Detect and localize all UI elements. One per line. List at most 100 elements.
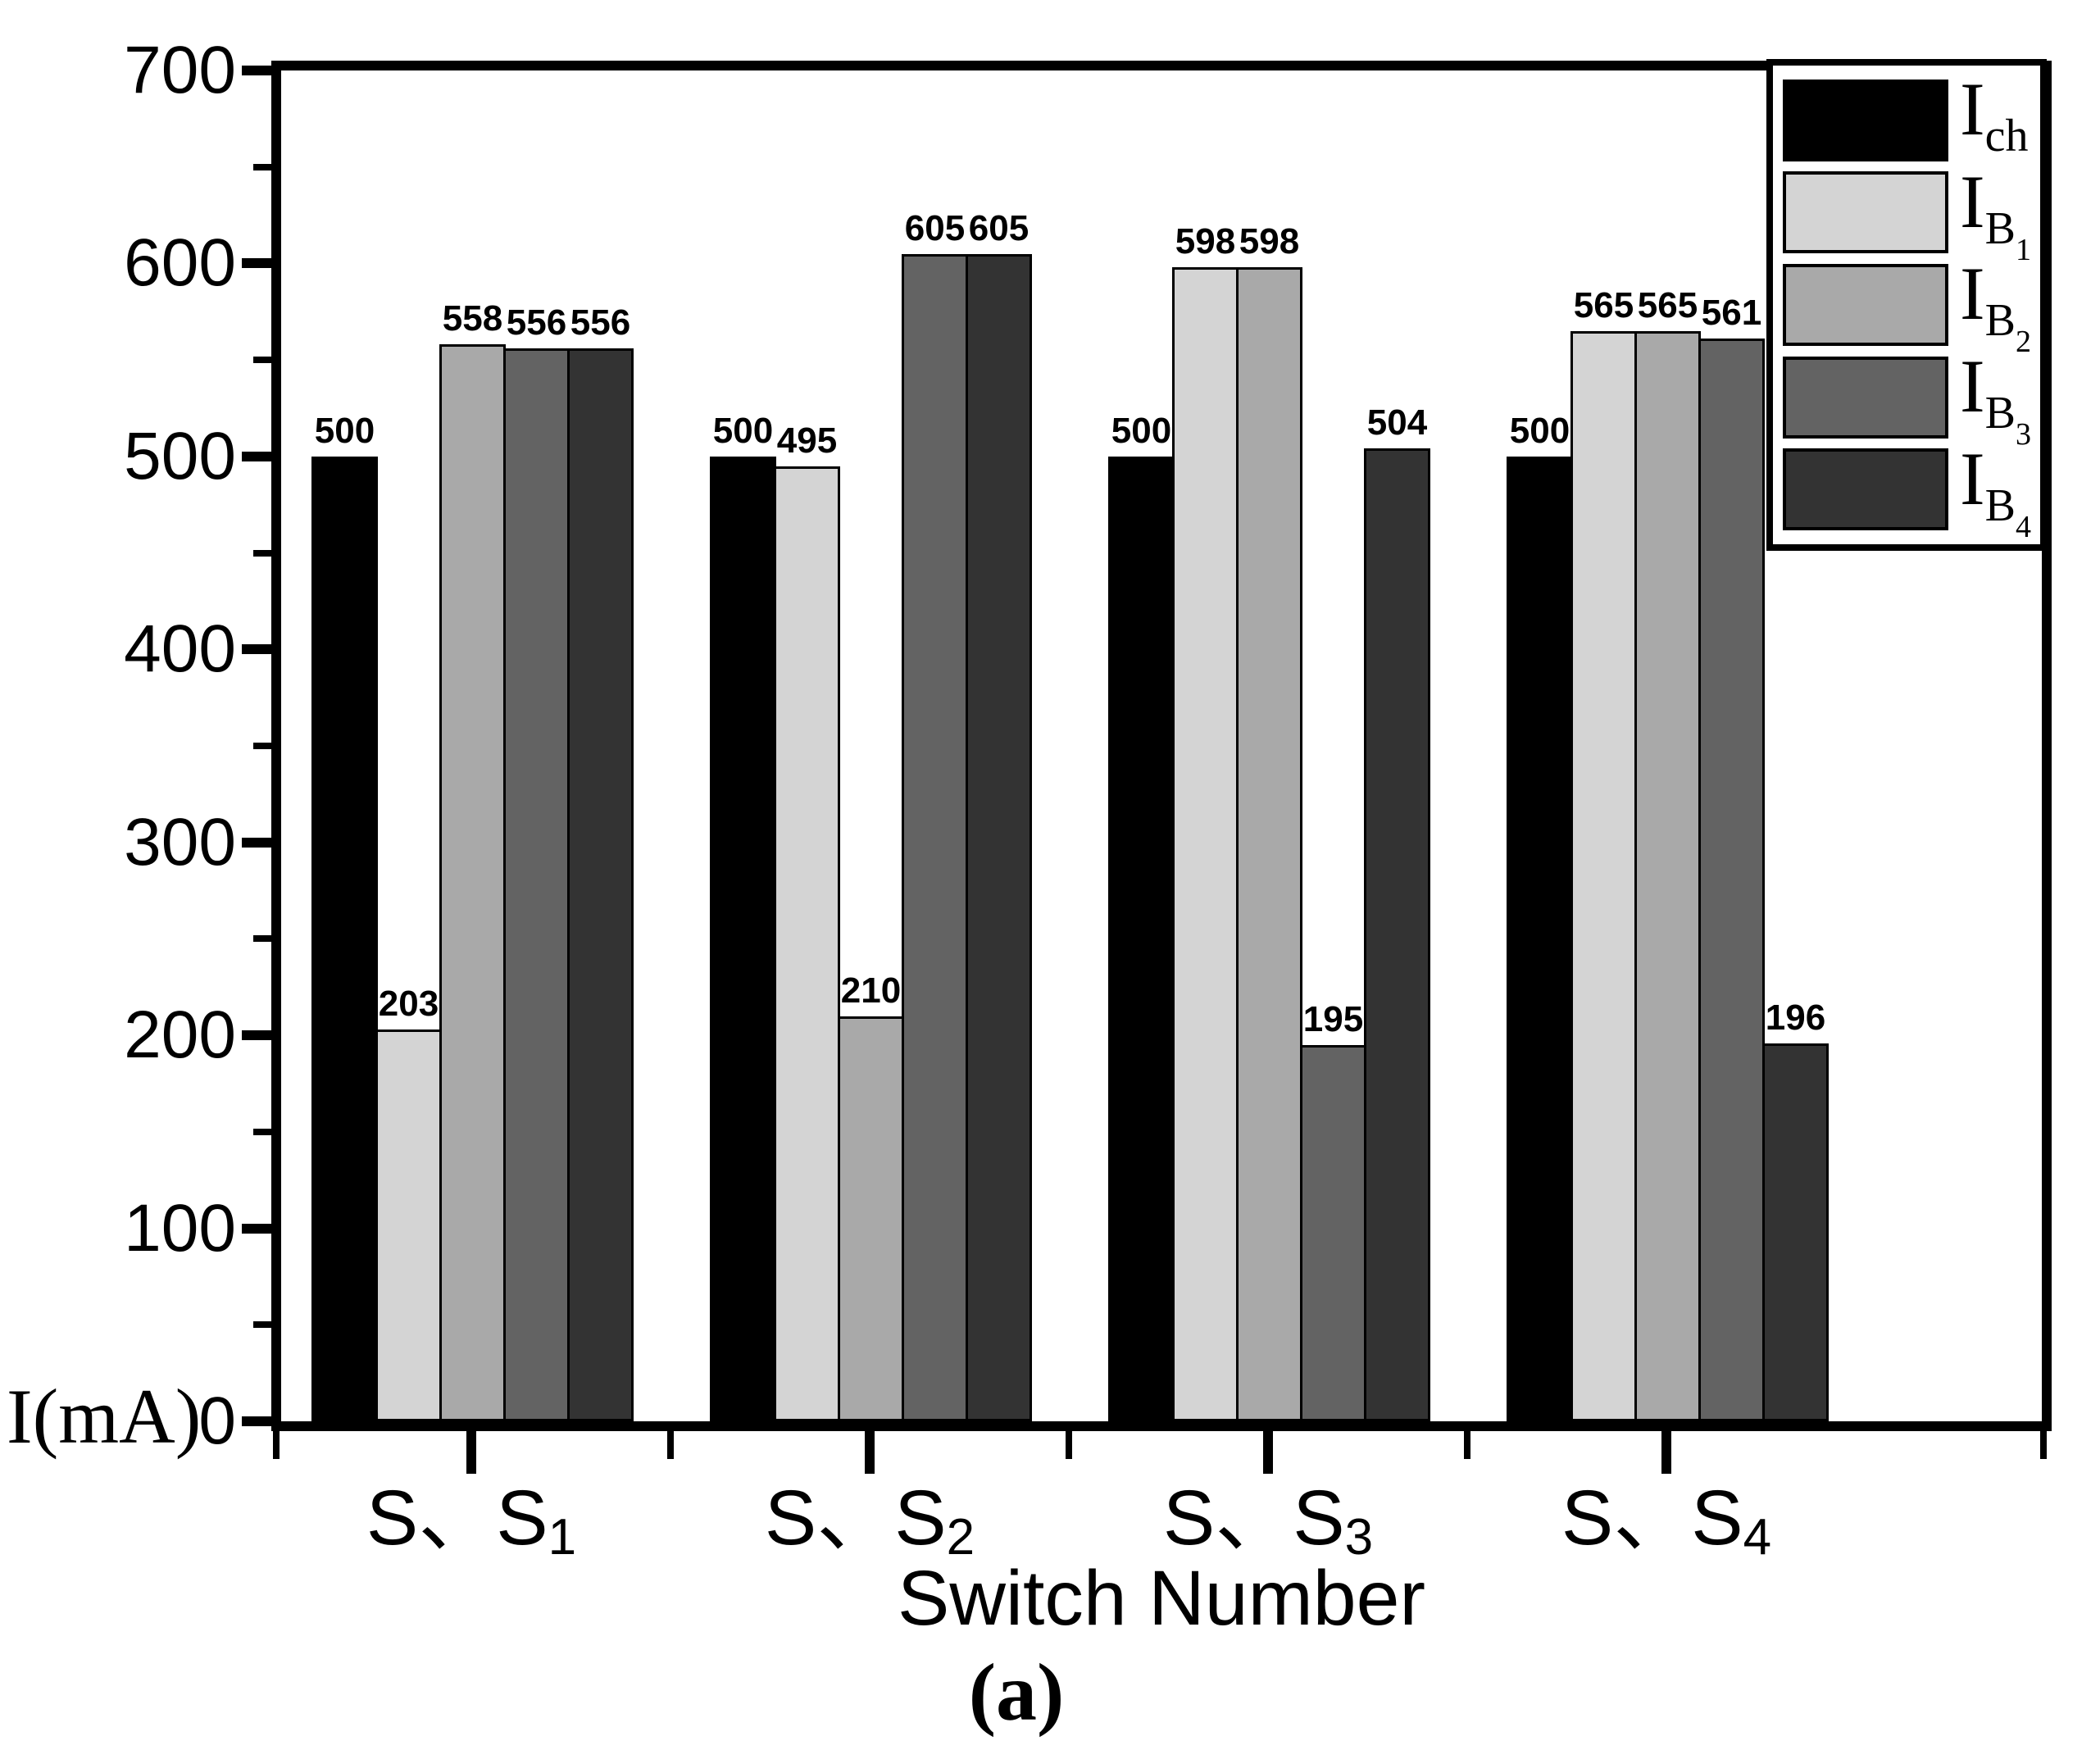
- x-major-tick: [1661, 1431, 1671, 1474]
- legend-label-subscript: B: [1984, 480, 2016, 531]
- legend-label-IB3: IB3: [1960, 344, 2031, 452]
- bar-IB3-group4: [1698, 339, 1765, 1421]
- bar-IB2-group2: [838, 1016, 904, 1421]
- category-label-subscript: 1: [548, 1509, 577, 1566]
- category-label-subscript: 3: [1344, 1509, 1374, 1566]
- category-label-main: S、S: [764, 1475, 947, 1561]
- y-axis-title: I(mA): [7, 1373, 202, 1460]
- bar-value-label: 495: [776, 420, 838, 461]
- y-tick-label: 700: [124, 33, 236, 107]
- y-minor-tick: [253, 1128, 271, 1135]
- bar-Ich-group3: [1108, 456, 1175, 1421]
- y-tick-label: 200: [124, 998, 236, 1073]
- x-major-tick: [865, 1431, 875, 1474]
- y-tick-label: 100: [124, 1190, 236, 1266]
- bar-IB4-group3: [1364, 448, 1430, 1421]
- category-label-main: S、S: [366, 1475, 548, 1561]
- y-minor-tick: [253, 1321, 271, 1329]
- bar-value-label: 504: [1366, 402, 1428, 443]
- x-minor-tick: [273, 1431, 280, 1459]
- y-minor-tick: [253, 549, 271, 557]
- bar-value-label: 605: [904, 207, 966, 248]
- legend-label-base: I: [1960, 67, 1985, 152]
- bar-value-label: 565: [1637, 284, 1698, 325]
- legend-label-IB4: IB4: [1960, 438, 2031, 544]
- bar-value-label: 556: [570, 302, 631, 343]
- legend-label-subscript: ch: [1984, 111, 2029, 162]
- y-minor-tick: [253, 163, 271, 170]
- legend-label-subsubscript: 3: [2016, 417, 2031, 452]
- bar-IB1-group2: [774, 466, 840, 1421]
- y-major-tick: [242, 1223, 271, 1234]
- x-minor-tick: [667, 1431, 674, 1459]
- bar-value-label: 500: [1111, 410, 1172, 451]
- legend-row-Ich: Ich: [1773, 68, 2040, 163]
- bar-value-label: 558: [442, 298, 503, 339]
- bar-value-label: 210: [840, 970, 902, 1011]
- x-major-tick: [1263, 1431, 1273, 1474]
- category-label-subscript: 2: [946, 1509, 975, 1566]
- legend-swatch-Ich: [1783, 79, 1948, 161]
- y-major-tick: [242, 837, 271, 848]
- legend-label-Ich: Ich: [1960, 68, 2029, 172]
- bar-value-label: 500: [1509, 410, 1570, 451]
- category-label: S、S1: [272, 1469, 670, 1587]
- legend: Ich IB1 IB2 IB3 IB4: [1766, 59, 2047, 551]
- bar-Ich-group2: [710, 456, 776, 1421]
- legend-label-IB1: IB1: [1960, 159, 2031, 267]
- x-axis-title: Switch Number: [897, 1555, 1426, 1642]
- legend-label-base: I: [1960, 252, 1985, 336]
- x-minor-tick: [1464, 1431, 1470, 1459]
- legend-label-base: I: [1960, 159, 1985, 243]
- bar-IB1-group3: [1172, 267, 1239, 1421]
- category-label-main: S、S: [1561, 1475, 1743, 1561]
- y-tick-label: 500: [124, 418, 236, 493]
- x-major-tick: [466, 1431, 476, 1474]
- y-minor-tick: [253, 935, 271, 943]
- bar-value-label: 565: [1573, 284, 1634, 325]
- legend-swatch-IB4: [1783, 448, 1948, 531]
- bar-value-label: 561: [1701, 293, 1762, 334]
- legend-row-IB4: IB4: [1773, 438, 2040, 544]
- category-label: S、S3: [1069, 1469, 1467, 1587]
- category-label-main: S、S: [1162, 1475, 1345, 1561]
- y-major-tick: [242, 66, 271, 75]
- x-minor-tick: [2040, 1431, 2047, 1459]
- y-major-tick: [242, 644, 271, 655]
- legend-label-subsubscript: 2: [2016, 325, 2031, 360]
- category-label-subscript: 4: [1743, 1509, 1772, 1566]
- legend-row-IB1: IB1: [1773, 161, 2040, 267]
- bar-value-label: 556: [506, 302, 567, 343]
- legend-swatch-IB3: [1783, 356, 1948, 439]
- bar-Ich-group1: [311, 456, 378, 1421]
- bar-IB2-group3: [1236, 267, 1302, 1421]
- legend-swatch-IB1: [1783, 171, 1948, 254]
- legend-row-IB2: IB2: [1773, 252, 2040, 359]
- category-label: S、S2: [670, 1469, 1069, 1587]
- y-major-tick: [242, 1030, 271, 1041]
- bar-IB4-group1: [567, 348, 634, 1421]
- legend-label-IB2: IB2: [1960, 252, 2031, 360]
- bar-IB4-group2: [966, 253, 1032, 1421]
- legend-label-subsubscript: 4: [2016, 509, 2031, 544]
- bar-IB4-group4: [1762, 1043, 1829, 1421]
- x-minor-tick: [1066, 1431, 1072, 1459]
- y-major-tick: [242, 1416, 271, 1426]
- bar-IB3-group1: [503, 348, 570, 1421]
- y-minor-tick: [253, 743, 271, 749]
- y-minor-tick: [253, 357, 271, 364]
- category-label: S、S4: [1467, 1469, 1866, 1587]
- y-tick-label: 0: [198, 1384, 236, 1458]
- bar-IB3-group3: [1300, 1044, 1366, 1421]
- bar-value-label: 195: [1302, 998, 1364, 1039]
- bar-value-label: 598: [1175, 221, 1236, 262]
- y-tick-label: 400: [124, 611, 236, 687]
- legend-label-subscript: B: [1984, 295, 2016, 347]
- legend-label-subscript: B: [1984, 388, 2016, 439]
- y-tick-label: 300: [124, 804, 236, 880]
- legend-label-base: I: [1960, 344, 1985, 429]
- bar-value-label: 500: [314, 410, 375, 451]
